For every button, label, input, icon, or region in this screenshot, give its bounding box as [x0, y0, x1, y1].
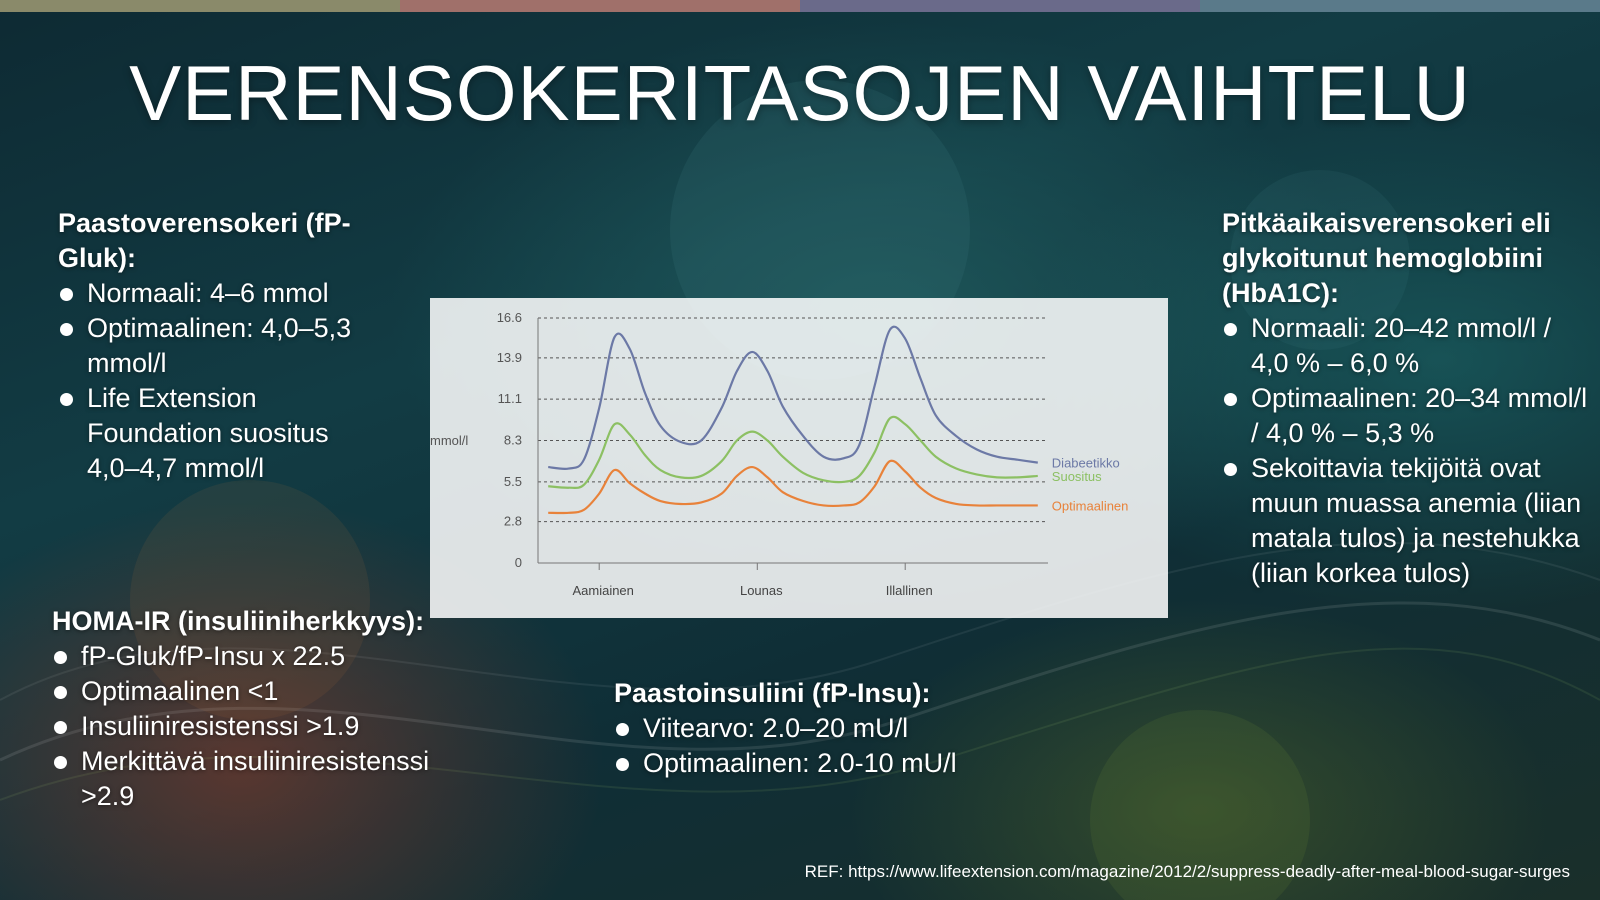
fasting-insulin-block: Paastoinsuliini (fP-Insu): Viitearvo: 2.…: [614, 676, 1034, 781]
top-strip-segment: [0, 0, 400, 12]
list-item: Viitearvo: 2.0–20 mU/l: [614, 711, 1034, 746]
top-strip-segment: [800, 0, 1200, 12]
fasting-glucose-block: Paastoverensokeri (fP-Gluk): Normaali: 4…: [58, 206, 388, 486]
fasting-insulin-list: Viitearvo: 2.0–20 mU/l Optimaalinen: 2.0…: [614, 711, 1034, 781]
x-tick-label: Lounas: [740, 583, 783, 598]
homa-ir-block: HOMA-IR (insuliiniherkkyys): fP-Gluk/fP-…: [52, 604, 452, 814]
homa-ir-heading: HOMA-IR (insuliiniherkkyys):: [52, 606, 425, 636]
reference-link[interactable]: REF: https://www.lifeextension.com/magaz…: [804, 862, 1570, 881]
hba1c-heading: Pitkäaikaisverensokeri eli glykoitunut h…: [1222, 208, 1551, 308]
homa-ir-list: fP-Gluk/fP-Insu x 22.5 Optimaalinen <1 I…: [52, 639, 452, 814]
list-item: Optimaalinen: 20–34 mmol/l / 4,0 % – 5,3…: [1222, 381, 1592, 451]
y-tick-label: 13.9: [497, 350, 522, 365]
fasting-insulin-heading: Paastoinsuliini (fP-Insu):: [614, 678, 931, 708]
list-item: Merkittävä insuliiniresistenssi >2.9: [52, 744, 452, 814]
top-strip-segment: [400, 0, 800, 12]
list-item: Life Extension Foundation suositus 4,0–4…: [58, 381, 388, 486]
y-tick-label: 16.6: [497, 310, 522, 325]
legend-label-suositus: Suositus: [1052, 469, 1102, 484]
list-item: Normaali: 4–6 mmol: [58, 276, 388, 311]
y-axis-label: mmol/l: [430, 433, 468, 448]
hba1c-block: Pitkäaikaisverensokeri eli glykoitunut h…: [1222, 206, 1592, 591]
page-title: VERENSOKERITASOJEN VAIHTELU: [129, 49, 1471, 137]
series-line-diabeetikko: [548, 325, 1038, 470]
y-tick-label: 5.5: [504, 474, 522, 489]
x-tick-label: Illallinen: [886, 583, 933, 598]
blood-sugar-chart-panel: 0 2.8 5.5 8.3 11.1 13.9 16.6 Aamiainen Lounas Il…: [430, 298, 1168, 618]
y-tick-label: 8.3: [504, 433, 522, 448]
list-item: Sekoittavia tekijöitä ovat muun muassa a…: [1222, 451, 1592, 591]
hba1c-list: Normaali: 20–42 mmol/l / 4,0 % – 6,0 % O…: [1222, 311, 1592, 591]
list-item: Optimaalinen <1: [52, 674, 452, 709]
list-item: Optimaalinen: 4,0–5,3 mmol/l: [58, 311, 388, 381]
y-tick-label: 11.1: [498, 391, 522, 406]
fasting-glucose-heading: Paastoverensokeri (fP-Gluk):: [58, 208, 351, 273]
chart-grid: [538, 317, 1048, 523]
legend-label-optimaalinen: Optimaalinen: [1052, 498, 1129, 513]
series-line-optimaalinen: [548, 459, 1038, 515]
fasting-glucose-list: Normaali: 4–6 mmol Optimaalinen: 4,0–5,3…: [58, 276, 388, 486]
y-tick-label: 0: [515, 555, 522, 570]
top-strip-segment: [1200, 0, 1600, 12]
chart-series: [548, 325, 1038, 515]
list-item: Normaali: 20–42 mmol/l / 4,0 % – 6,0 %: [1222, 311, 1592, 381]
list-item: Insuliiniresistenssi >1.9: [52, 709, 452, 744]
list-item: Optimaalinen: 2.0-10 mU/l: [614, 746, 1034, 781]
y-tick-label: 2.8: [504, 514, 522, 529]
y-tick-labels: 0 2.8 5.5 8.3 11.1 13.9 16.6: [497, 310, 522, 570]
chart-axes: [537, 318, 1048, 564]
list-item: fP-Gluk/fP-Insu x 22.5: [52, 639, 452, 674]
x-tick-labels: Aamiainen Lounas Illallinen: [572, 563, 933, 598]
series-line-suositus: [548, 415, 1038, 490]
top-color-strip: [0, 0, 1600, 12]
blood-sugar-chart: 0 2.8 5.5 8.3 11.1 13.9 16.6 Aamiainen Lounas Il…: [430, 310, 1129, 598]
legend-label-diabeetikko: Diabeetikko: [1052, 456, 1120, 471]
x-tick-label: Aamiainen: [572, 583, 633, 598]
